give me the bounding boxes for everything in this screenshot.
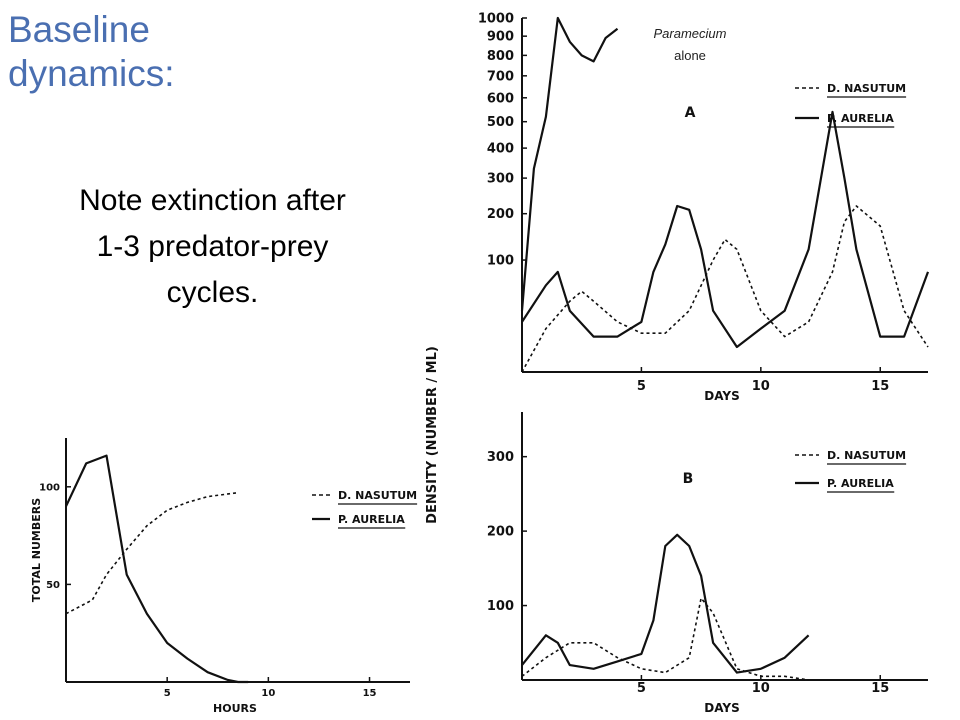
panel-a-x-tick-label: 10 [752, 379, 770, 394]
panel-c-y-tick-label: 50 [46, 580, 60, 591]
panel-a-x-tick-label: 5 [637, 379, 646, 394]
panel-a-y-tick-label: 400 [487, 142, 514, 157]
panel-c-ylabel: TOTAL NUMBERS [30, 498, 43, 602]
panel-b-x-tick-label: 15 [871, 681, 889, 696]
annotation-paramecium: Paramecium [654, 26, 727, 41]
panel-a-y-tick-label: 500 [487, 115, 514, 130]
density-ylabel: DENSITY (NUMBER / ML) [425, 346, 440, 524]
panel-a-y-tick-label: 900 [487, 30, 514, 45]
slide-title-line2: dynamics: [8, 53, 175, 94]
panel-c-x-tick-label: 5 [164, 688, 171, 699]
panel-a-series-p-aurelia [521, 110, 930, 349]
extinction-note: Note extinction after 1-3 predator-prey … [40, 178, 385, 316]
panel-b-series-d-nasutum [521, 597, 809, 681]
panel-b-xlabel: DAYS [704, 701, 739, 715]
panel-a-legend-label-1: P. AURELIA [827, 112, 894, 125]
slide-title: Baseline dynamics: [8, 8, 348, 96]
panel-c-xlabel: HOURS [213, 702, 257, 715]
panel-a-label: A [685, 105, 696, 121]
panel-a-xlabel: DAYS [704, 389, 739, 403]
panel-b-series-p-aurelia [521, 533, 810, 674]
panel-b-y-tick-label: 300 [487, 450, 514, 465]
panel-a-y-tick-label: 200 [487, 207, 514, 222]
panel-b-label: B [683, 471, 694, 487]
panel-c-series-p-aurelia [65, 454, 249, 684]
annotation-alone: alone [674, 48, 706, 63]
panel-b-x-tick-label: 10 [752, 681, 770, 696]
panel-c-x-tick-label: 15 [363, 688, 377, 699]
panel-b-x-tick-label: 5 [637, 681, 646, 696]
panel-a-x-tick-label: 15 [871, 379, 889, 394]
panel-c-legend-label-1: P. AURELIA [338, 513, 405, 526]
panel-a-y-tick-label: 300 [487, 172, 514, 187]
note-line1: Note extinction after [79, 184, 346, 217]
slide-title-line1: Baseline [8, 9, 150, 50]
panel-a-legend-label-0: D. NASUTUM [827, 82, 906, 95]
panel-c-x-tick-label: 10 [261, 688, 275, 699]
panel-a-series-d-nasutum [521, 205, 929, 373]
panel-a-series-p-aurelia [520, 16, 619, 311]
panel-a-y-tick-label: 800 [487, 49, 514, 64]
note-line2: 1-3 predator-prey [96, 230, 329, 263]
panel-a-y-tick-label: 100 [487, 254, 514, 269]
panel-a-y-tick-label: 1000 [478, 12, 514, 27]
panel-c-y-tick-label: 100 [39, 482, 60, 493]
note-line3: cycles. [166, 276, 259, 309]
panel-b-legend-label-0: D. NASUTUM [827, 449, 906, 462]
panel-b-y-tick-label: 100 [487, 599, 514, 614]
panel-c-series-d-nasutum [65, 491, 239, 615]
panel-b-y-tick-label: 200 [487, 525, 514, 540]
panel-a-y-tick-label: 700 [487, 69, 514, 84]
panel-c-legend-label-0: D. NASUTUM [338, 489, 417, 502]
panel-b-legend-label-1: P. AURELIA [827, 477, 894, 490]
panel-a-y-tick-label: 600 [487, 91, 514, 106]
